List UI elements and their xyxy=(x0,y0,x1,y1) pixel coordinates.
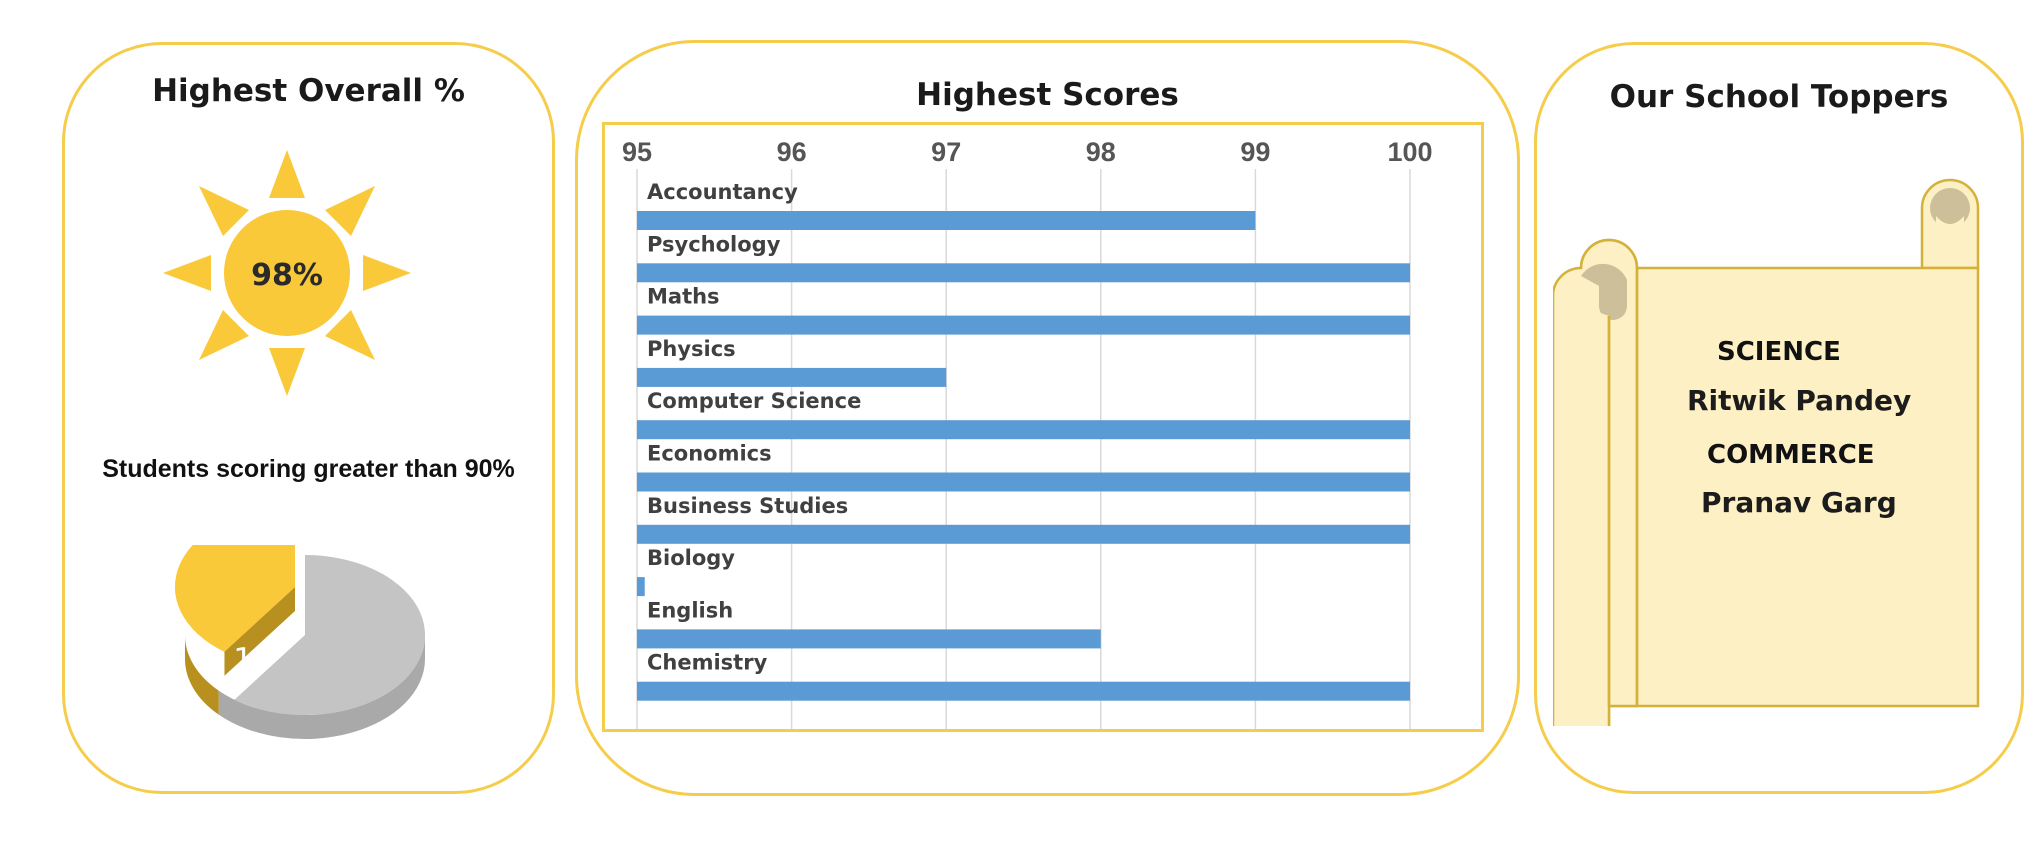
highest-scores-title: Highest Scores xyxy=(916,77,1179,113)
x-tick-label: 98 xyxy=(1086,137,1116,167)
highest-scores-bar-chart: 95 96 97 98 99 100 Accountancy Psychology Maths P… xyxy=(622,137,1433,729)
school-toppers-panel: Our School Toppers SCIENCE Ritwik Pandey… xyxy=(1534,42,2024,794)
x-tick-label: 95 xyxy=(622,137,652,167)
score-bar xyxy=(637,524,1410,544)
students-count-label: 19 xyxy=(233,642,272,678)
category-label: Psychology xyxy=(647,232,781,256)
students-pie-chart: 19 xyxy=(175,545,425,739)
x-tick-label: 96 xyxy=(777,137,807,167)
category-label: English xyxy=(647,598,733,622)
pie-side-highlight xyxy=(185,635,219,715)
category-label: Maths xyxy=(647,285,720,309)
category-label: Biology xyxy=(647,546,735,570)
score-bar xyxy=(637,681,1410,701)
school-toppers-title: Our School Toppers xyxy=(1609,79,1949,115)
commerce-topper-name: Pranav Garg xyxy=(1701,486,1897,519)
pie-slice-highlight-side xyxy=(224,587,295,676)
science-heading: SCIENCE xyxy=(1717,337,1841,367)
commerce-heading: COMMERCE xyxy=(1707,440,1875,470)
category-label: Physics xyxy=(647,337,736,361)
sun-badge-icon: 98% xyxy=(163,150,411,396)
score-bar xyxy=(637,629,1101,649)
score-bar xyxy=(637,420,1410,440)
score-bar xyxy=(637,577,645,597)
scroll-icon xyxy=(1553,178,1980,726)
score-bar xyxy=(637,367,947,387)
highest-overall-value: 98% xyxy=(251,258,323,293)
x-tick-label: 99 xyxy=(1240,137,1270,167)
highest-overall-title: Highest Overall % xyxy=(152,73,465,109)
category-label: Economics xyxy=(647,442,772,466)
highest-scores-panel: Highest Scores 95 96 97 98 99 100 Accountancy P… xyxy=(575,40,1520,796)
category-label: Chemistry xyxy=(647,651,768,675)
x-tick-label: 97 xyxy=(931,137,961,167)
score-bar xyxy=(637,472,1410,492)
highest-overall-panel: Highest Overall % 98% Students scoring g… xyxy=(62,42,555,794)
highest-scores-chart: 95 96 97 98 99 100 Accountancy Psychology Maths P… xyxy=(602,122,1484,732)
x-tick-label: 100 xyxy=(1387,137,1432,167)
students-caption: Students scoring greater than 90% xyxy=(102,455,515,483)
score-bar xyxy=(637,315,1410,335)
pie-slice-remainder xyxy=(234,555,425,715)
score-bar xyxy=(637,263,1410,283)
category-label: Accountancy xyxy=(647,180,798,204)
science-topper-name: Ritwik Pandey xyxy=(1687,384,1912,417)
pie-side-remainder xyxy=(218,635,425,739)
category-label: Computer Science xyxy=(647,389,861,413)
category-label: Business Studies xyxy=(647,494,848,518)
pie-slice-highlight-top xyxy=(175,545,295,652)
score-bar xyxy=(637,211,1256,230)
